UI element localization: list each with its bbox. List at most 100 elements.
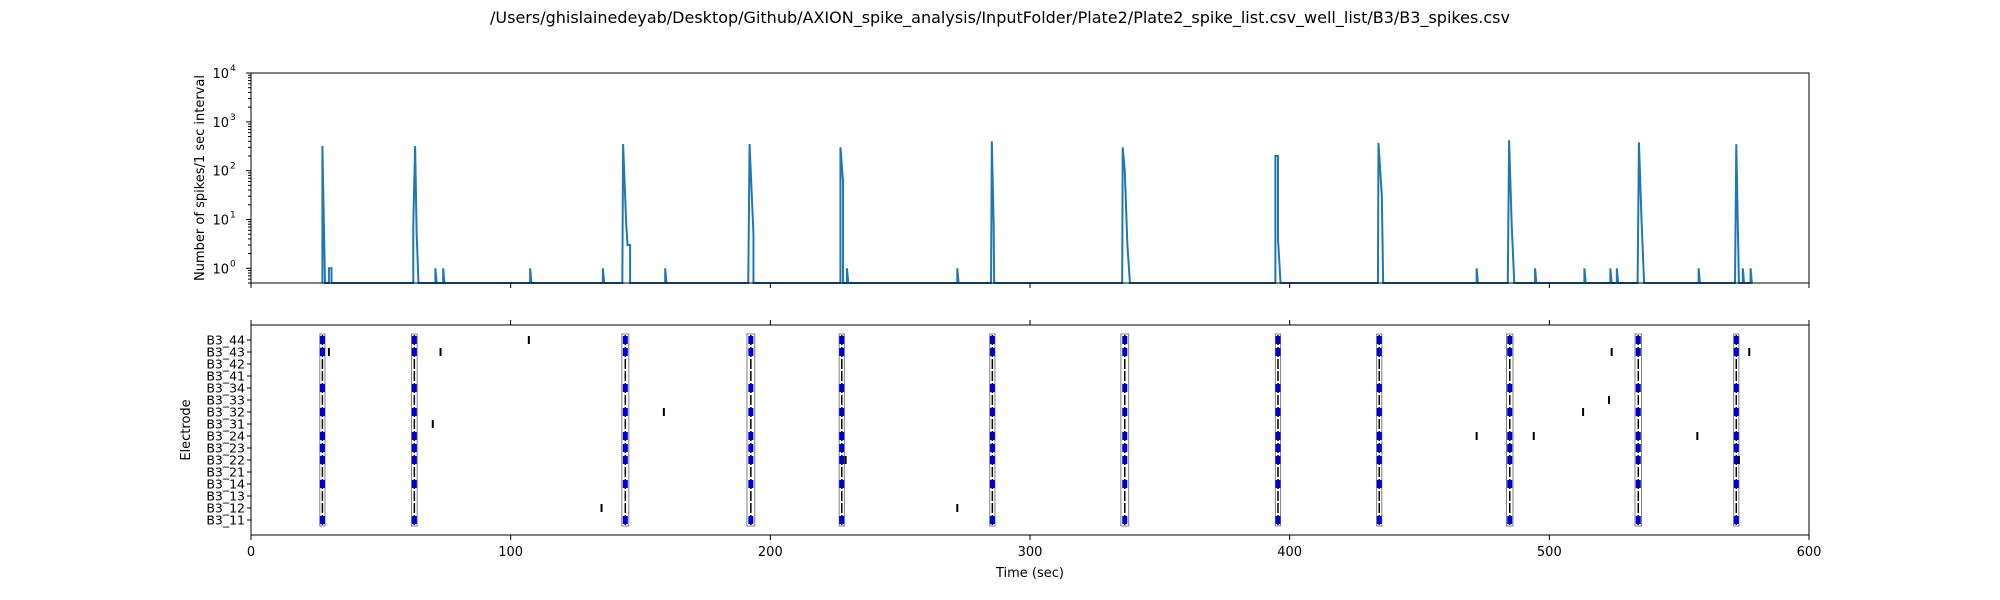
raster-y-label: Electrode [179,399,194,460]
electrode-label: B3_12 [206,501,245,516]
burst-marker [1733,408,1739,416]
burst-marker [1733,480,1739,488]
burst-marker [1635,384,1641,392]
burst-marker [319,456,325,464]
burst-marker [1635,408,1641,416]
spike-count-y-tick-label: 10 [212,213,229,228]
burst-marker [1376,480,1382,488]
burst-marker [1376,516,1382,524]
figure-title: /Users/ghislainedeyab/Desktop/Github/AXI… [490,8,1510,27]
burst-marker [1635,444,1641,452]
burst-marker [1275,444,1281,452]
burst-marker [989,336,995,344]
burst-marker [989,432,995,440]
burst-marker [1376,348,1382,356]
network-burst-span [746,333,756,527]
burst-marker [1275,336,1281,344]
burst-marker [1376,432,1382,440]
network-burst-span [1733,333,1740,527]
burst-marker [1733,444,1739,452]
burst-marker [1376,444,1382,452]
spike-count-y-tick-exponent: 1 [230,210,236,220]
burst-marker [411,408,417,416]
burst-marker [1275,348,1281,356]
electrode-label: B3_23 [206,441,245,456]
burst-marker [411,348,417,356]
spike-count-y-label: Number of spikes/1 sec interval [193,75,208,281]
burst-marker [1733,432,1739,440]
burst-marker [748,336,754,344]
burst-marker [1507,336,1513,344]
burst-marker [411,456,417,464]
burst-marker [1733,348,1739,356]
burst-marker [1507,516,1513,524]
burst-marker [989,456,995,464]
burst-marker [839,348,845,356]
network-burst-span [989,333,996,527]
electrode-label: B3_32 [206,405,245,420]
burst-marker [748,480,754,488]
burst-marker [1733,516,1739,524]
burst-marker [622,336,628,344]
burst-marker [1635,432,1641,440]
burst-marker [622,384,628,392]
burst-marker [319,408,325,416]
electrode-label: B3_43 [206,345,245,360]
time-tick-labels: 0 100 200 300 400 500 600 [247,320,1821,560]
burst-marker [748,408,754,416]
burst-marker [1122,336,1128,344]
burst-marker [989,480,995,488]
burst-marker [989,348,995,356]
burst-marker [1122,384,1128,392]
burst-marker [1507,480,1513,488]
burst-marker [1376,456,1382,464]
burst-marker [839,408,845,416]
burst-marker [1275,408,1281,416]
network-burst-span [410,333,418,527]
network-burst-span [1120,333,1130,527]
burst-marker [1733,456,1739,464]
burst-marker [1507,348,1513,356]
electrode-label: B3_21 [206,465,245,480]
network-burst-span [319,333,326,527]
burst-marker [622,444,628,452]
burst-marker [622,408,628,416]
time-tick-label: 100 [498,545,523,560]
network-burst-span [1634,333,1643,527]
burst-marker [622,348,628,356]
burst-marker [1122,432,1128,440]
burst-marker [1275,432,1281,440]
raster-panel: B3_11B3_12B3_13B3_14B3_21B3_22B3_23B3_24… [179,320,1821,581]
burst-marker [748,432,754,440]
burst-marker [1275,384,1281,392]
burst-marker [1122,456,1128,464]
network-burst-span [1505,333,1514,527]
burst-marker [1275,516,1281,524]
burst-marker [319,480,325,488]
burst-marker [1376,384,1382,392]
network-burst-span [838,333,845,527]
time-tick-label: 0 [247,545,255,560]
burst-marker [1507,456,1513,464]
burst-marker [411,444,417,452]
burst-marker [319,516,325,524]
spike-count-y-tick-exponent: 0 [230,259,236,269]
burst-marker [839,444,845,452]
spike-count-y-tick-exponent: 4 [230,64,236,74]
spike-count-series-line [321,140,1753,284]
raster-x-label: Time (sec) [995,566,1064,581]
electrode-label: B3_13 [206,489,245,504]
burst-marker [1275,480,1281,488]
burst-marker [748,456,754,464]
spike-count-y-tick-label: 10 [212,116,229,131]
burst-marker [1376,408,1382,416]
raster-plot-area [319,333,1751,527]
burst-marker [319,432,325,440]
burst-marker [1122,480,1128,488]
burst-marker [1635,348,1641,356]
spike-count-y-tick-label: 10 [212,165,229,180]
electrode-label: B3_33 [206,393,245,408]
burst-marker [1122,348,1128,356]
